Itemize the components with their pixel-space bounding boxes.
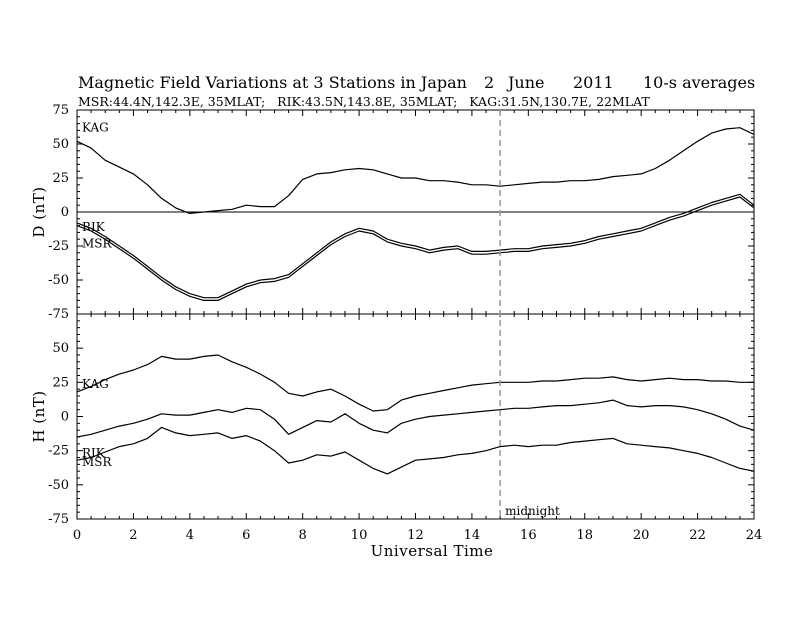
y-tick-label: 50 (52, 341, 69, 356)
series-line-rik (76, 399, 755, 438)
chart-averaging: 10-s averages (643, 73, 755, 92)
series-line-msr (76, 196, 755, 301)
series-label-msr: MSR (82, 455, 113, 469)
panel-frame (76, 313, 755, 520)
x-tick-label: 0 (73, 528, 81, 543)
series-line-rik (76, 193, 755, 299)
x-tick-label: 22 (689, 528, 706, 543)
x-tick-label: 8 (299, 528, 307, 543)
y-axis-title: H (nT) (30, 390, 48, 442)
x-tick-label: 14 (464, 528, 481, 543)
y-tick-label: -75 (48, 307, 69, 322)
y-tick-label: 75 (52, 103, 69, 118)
x-tick-label: 4 (186, 528, 194, 543)
x-tick-label: 6 (242, 528, 250, 543)
panel-1: 75 50 25 0 -25 -50 -75 D (nT) KAG RIK MSR (30, 103, 755, 322)
series-line-kag (76, 354, 754, 412)
chart-date-month: June (506, 73, 545, 92)
chart-date-year: 2011 (573, 73, 614, 92)
y-tick-label: -50 (48, 273, 69, 288)
x-tick-label: 2 (129, 528, 137, 543)
x-tick-label: 20 (633, 528, 650, 543)
y-tick-label: 0 (61, 205, 69, 220)
series-label-rik: RIK (82, 446, 106, 460)
x-tick-label: 12 (407, 528, 424, 543)
series-line-msr (76, 426, 755, 475)
series-line-kag (76, 127, 755, 214)
y-tick-label: 0 (61, 410, 69, 425)
x-tick-label: 10 (351, 528, 368, 543)
chart-subtitle-stations: MSR:44.4N,142.3E, 35MLAT; RIK:43.5N,143.… (78, 94, 650, 109)
y-tick-label: -50 (48, 478, 69, 493)
y-tick-label: 50 (52, 137, 69, 152)
y-tick-label: -75 (48, 512, 69, 527)
series-label-kag: KAG (82, 120, 109, 134)
x-tick-label: 16 (520, 528, 537, 543)
chart-title: Magnetic Field Variations at 3 Stations … (78, 73, 467, 92)
x-tick-label: 24 (746, 528, 763, 543)
y-axis-title: D (nT) (30, 186, 48, 237)
y-tick-label: -25 (48, 239, 69, 254)
y-tick-label: -25 (48, 444, 69, 459)
series-label-msr: MSR (82, 237, 113, 251)
x-axis-title: Universal Time (371, 542, 494, 560)
series-label-kag: KAG (82, 377, 109, 391)
y-tick-label: 25 (52, 171, 69, 186)
x-tick-label: 18 (576, 528, 593, 543)
y-tick-label: 25 (52, 375, 69, 390)
chart-date-day: 2 (484, 73, 494, 92)
series-label-rik: RIK (82, 220, 106, 234)
midnight-label: midnight (505, 504, 560, 518)
